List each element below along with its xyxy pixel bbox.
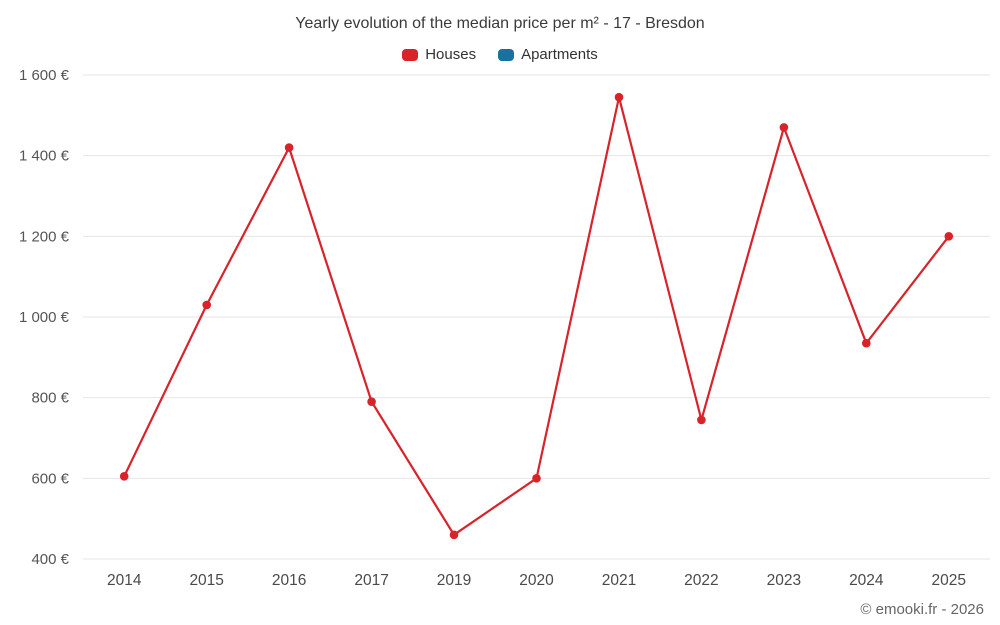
y-axis-tick-label: 1 600 € [19, 67, 70, 84]
data-point[interactable] [202, 300, 211, 310]
data-point[interactable] [779, 123, 789, 132]
y-axis-tick-label: 1 000 € [19, 309, 70, 326]
attribution: © emooki.fr - 2026 [860, 601, 984, 618]
data-point[interactable] [284, 143, 294, 152]
x-axis-tick-label: 2014 [107, 572, 142, 589]
x-axis-tick-label: 2021 [602, 572, 636, 589]
y-axis-tick-label: 800 € [31, 390, 69, 407]
x-axis-tick-label: 2016 [272, 572, 306, 589]
legend-item-apartments[interactable]: Apartments [498, 46, 598, 63]
y-axis-tick-label: 1 400 € [19, 148, 70, 165]
data-point[interactable] [862, 338, 871, 348]
x-axis-tick-label: 2017 [354, 572, 388, 589]
data-point[interactable] [532, 474, 541, 483]
series-line-houses [123, 96, 950, 536]
y-axis-tick-label: 400 € [31, 551, 69, 568]
x-axis-tick-label: 2020 [519, 572, 554, 589]
x-axis-tick-label: 2023 [767, 572, 801, 589]
data-point[interactable] [697, 415, 706, 425]
houses-legend-label: Houses [425, 46, 477, 63]
apartments-legend-label: Apartments [521, 46, 598, 63]
legend-item-houses[interactable]: Houses [402, 46, 476, 63]
y-axis-tick-label: 1 200 € [19, 228, 70, 245]
x-axis-tick-label: 2024 [849, 572, 884, 589]
data-point[interactable] [449, 530, 459, 540]
data-point[interactable] [367, 397, 376, 407]
y-axis-tick-label: 600 € [31, 470, 69, 487]
x-axis-tick-label: 2022 [684, 572, 718, 589]
data-point[interactable] [119, 472, 129, 481]
legend: Houses Apartments [0, 46, 1000, 63]
chart-title: Yearly evolution of the median price per… [295, 15, 705, 32]
houses-legend-marker [402, 48, 419, 61]
x-axis-tick-label: 2025 [932, 572, 966, 589]
x-axis-tick-label: 2019 [437, 572, 471, 589]
apartments-legend-marker [498, 48, 515, 61]
data-point[interactable] [614, 92, 624, 102]
data-point[interactable] [944, 232, 954, 241]
x-axis-tick-label: 2015 [189, 572, 223, 589]
